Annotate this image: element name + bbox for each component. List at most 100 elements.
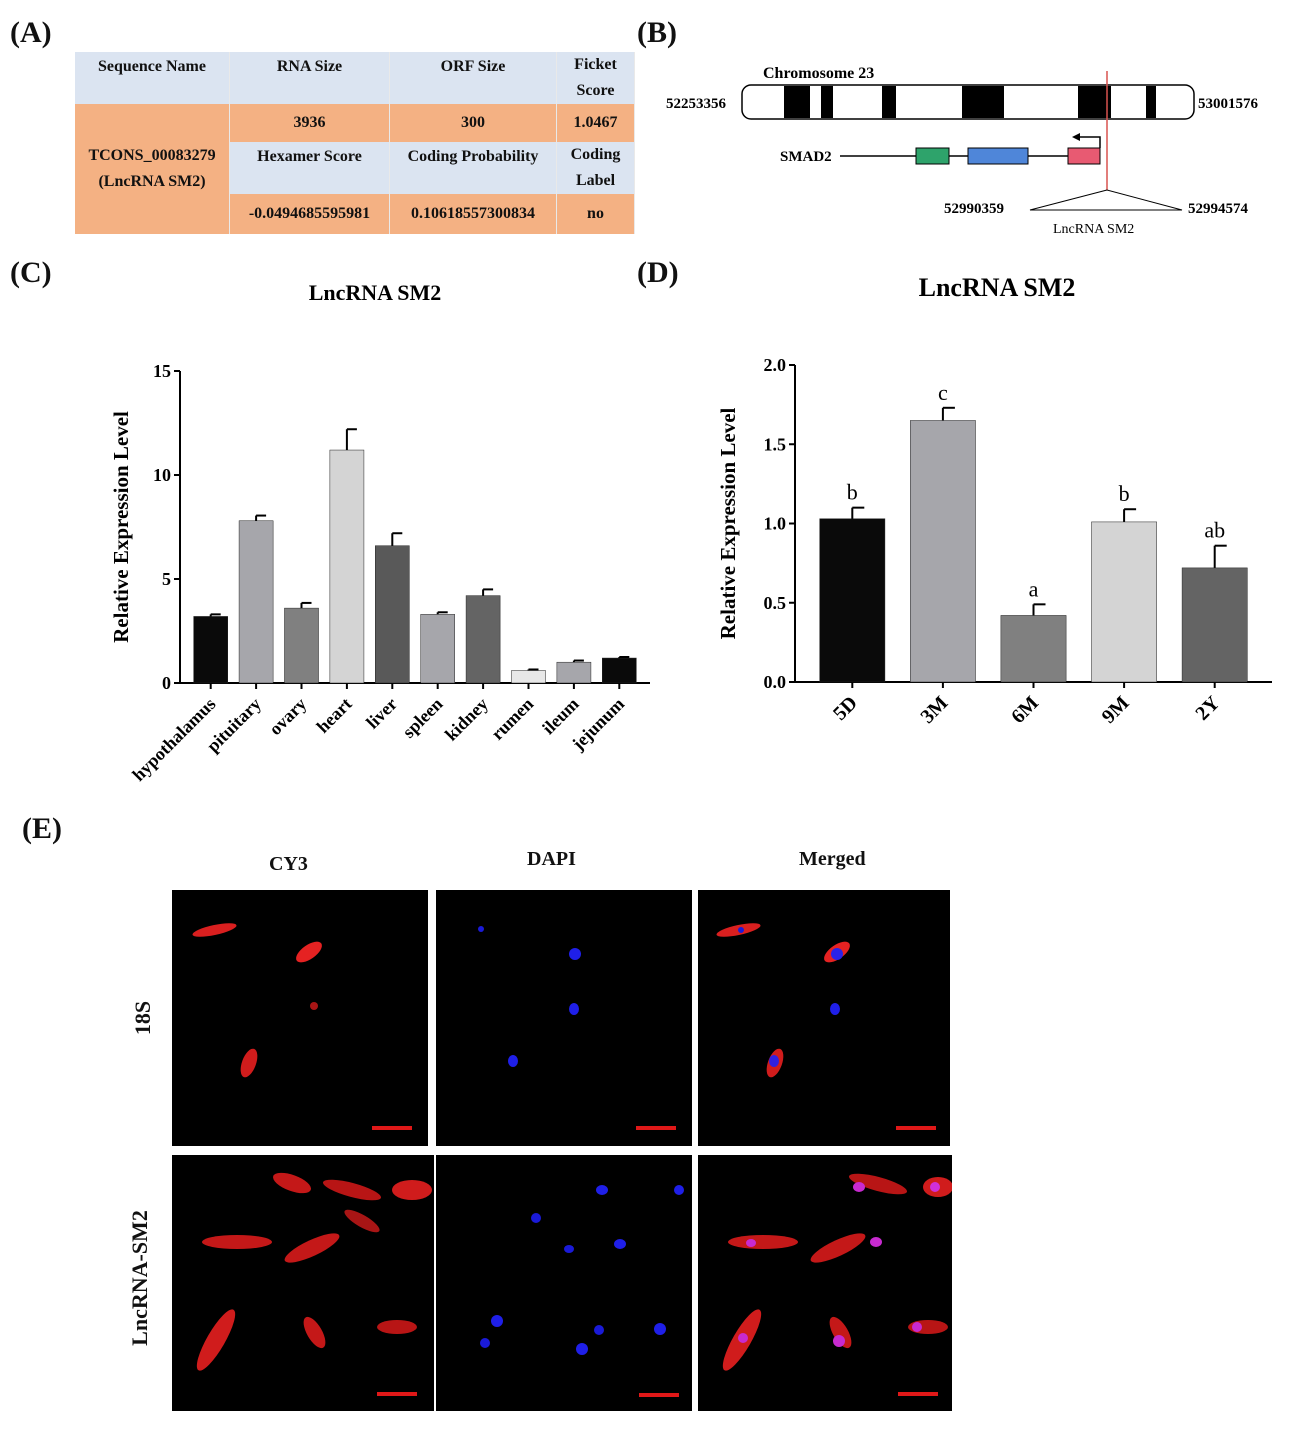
chromosome-band xyxy=(1146,86,1156,118)
y-tick-label: 1.0 xyxy=(764,514,787,534)
coding-probability-value: 0.10618557300834 xyxy=(390,194,557,234)
bar-kidney xyxy=(465,595,501,684)
bar-2y xyxy=(1181,567,1248,683)
micrograph-lncrna-cy3 xyxy=(172,1155,434,1411)
bar-jejunum xyxy=(602,657,637,684)
chromosome-band xyxy=(784,86,810,118)
significance-letter: b xyxy=(1119,481,1130,506)
header-coding-label: Coding Label xyxy=(557,142,635,194)
sequence-info-table: Sequence Name RNA Size ORF Size Ficket S… xyxy=(75,52,635,234)
micrograph-lncrna-merged xyxy=(698,1155,952,1411)
bar-spleen xyxy=(420,614,455,684)
lncrna-name: LncRNA SM2 xyxy=(1053,222,1134,237)
age-expression-chart: LncRNA SM2 Relative Expression Level 0.0 0.… xyxy=(716,273,1272,728)
transcription-arrowhead xyxy=(1072,133,1080,141)
column-label-cy3: CY3 xyxy=(269,853,308,875)
significance-letter: a xyxy=(1029,576,1039,601)
scale-bar xyxy=(639,1393,679,1397)
chromosome-end: 53001576 xyxy=(1198,96,1259,112)
tissue-expression-chart: LncRNA SM2 Relative Expression Level 0 5 10 1… xyxy=(109,280,650,785)
scale-bar xyxy=(898,1392,938,1396)
bar-heart xyxy=(329,449,365,684)
header-ficket-score: Ficket Score xyxy=(557,52,635,104)
bar-ovary xyxy=(284,607,319,684)
locus-diagram: Chromosome 23 52253356 53001576 SMAD2 52… xyxy=(666,65,1259,237)
exon-green xyxy=(915,147,950,165)
x-tick-label: ovary xyxy=(265,694,310,739)
sequence-name-cell: TCONS_00083279 (LncRNA SM2) xyxy=(75,104,230,234)
exon-blue xyxy=(967,147,1029,165)
chart-title: LncRNA SM2 xyxy=(309,280,442,305)
bar-6m xyxy=(1000,615,1067,683)
bar-5d xyxy=(819,518,886,683)
chromosome-label: Chromosome 23 xyxy=(763,65,874,82)
coding-label-value: no xyxy=(557,194,635,234)
y-tick-label: 0.5 xyxy=(764,593,787,613)
y-tick-label: 1.5 xyxy=(764,434,787,454)
x-tick-label: 3M xyxy=(916,692,952,728)
header-orf-size: ORF Size xyxy=(390,52,557,104)
column-label-dapi: DAPI xyxy=(527,848,576,870)
bar-ileum xyxy=(556,661,592,684)
transcription-arrow xyxy=(1080,136,1101,148)
y-tick-label: 2.0 xyxy=(764,355,787,375)
bar-9m xyxy=(1091,521,1157,683)
lncrna-start: 52990359 xyxy=(944,201,1004,217)
header-rna-size: RNA Size xyxy=(230,52,390,104)
chromosome-band xyxy=(882,86,896,118)
y-tick-label: 5 xyxy=(162,569,171,589)
significance-letter: b xyxy=(847,480,858,505)
header-sequence-name: Sequence Name xyxy=(75,52,230,104)
chart-title: LncRNA SM2 xyxy=(919,273,1076,302)
scale-bar xyxy=(896,1126,936,1130)
hexamer-score-value: -0.0494685595981 xyxy=(230,194,390,234)
row-label-lncrna-sm2: LncRNA-SM2 xyxy=(127,1210,152,1346)
chromosome-band xyxy=(821,86,833,118)
x-tick-label: kidney xyxy=(441,694,492,745)
header-hexamer-score: Hexamer Score xyxy=(230,142,390,194)
micrograph-18s-cy3 xyxy=(172,890,428,1146)
chromosome-start: 52253356 xyxy=(666,96,727,112)
panel-label-b: (B) xyxy=(637,16,677,49)
micrograph-lncrna-dapi xyxy=(436,1155,692,1411)
x-tick-label: spleen xyxy=(398,694,446,742)
bar-3m xyxy=(910,420,976,683)
x-tick-label: heart xyxy=(313,694,356,737)
lncrna-zoom-triangle xyxy=(1029,189,1183,211)
header-coding-probability: Coding Probability xyxy=(390,142,557,194)
x-tick-label: 2Y xyxy=(1191,692,1224,725)
rna-size-value: 3936 xyxy=(230,104,390,142)
panel-label-c: (C) xyxy=(10,256,52,289)
x-tick-label: 6M xyxy=(1007,692,1043,728)
gene-label: SMAD2 xyxy=(780,149,832,165)
chromosome-band xyxy=(1078,86,1111,118)
column-label-merged: Merged xyxy=(799,848,866,870)
lncrna-end: 52994574 xyxy=(1188,201,1249,217)
exon-red xyxy=(1067,147,1101,165)
y-tick-label: 0 xyxy=(162,673,171,693)
x-tick-label: rumen xyxy=(487,694,537,744)
x-tick-label: 9M xyxy=(1098,692,1134,728)
significance-letter: ab xyxy=(1204,518,1225,543)
micrograph-18s-merged xyxy=(698,890,950,1146)
scale-bar xyxy=(372,1126,412,1130)
panel-label-e: (E) xyxy=(22,812,62,845)
scale-bar xyxy=(377,1392,417,1396)
y-tick-label: 0.0 xyxy=(764,672,787,692)
x-tick-label: liver xyxy=(362,694,401,733)
bar-rumen xyxy=(511,670,546,684)
row-label-18s: 18S xyxy=(130,1000,155,1036)
x-tick-label: 5D xyxy=(829,692,862,725)
bar-liver xyxy=(375,545,410,684)
panel-label-d: (D) xyxy=(637,256,679,289)
y-axis-label: Relative Expression Level xyxy=(109,411,133,643)
ficket-score-value: 1.0467 xyxy=(557,104,635,142)
bar-pituitary xyxy=(238,520,274,684)
panel-label-a: (A) xyxy=(10,16,52,49)
significance-letter: c xyxy=(938,380,948,405)
micrograph-18s-dapi xyxy=(436,890,692,1146)
bar-hypothalamus xyxy=(193,616,228,684)
y-tick-label: 10 xyxy=(153,465,171,485)
chromosome-band xyxy=(962,86,1004,118)
y-tick-label: 15 xyxy=(153,361,171,381)
